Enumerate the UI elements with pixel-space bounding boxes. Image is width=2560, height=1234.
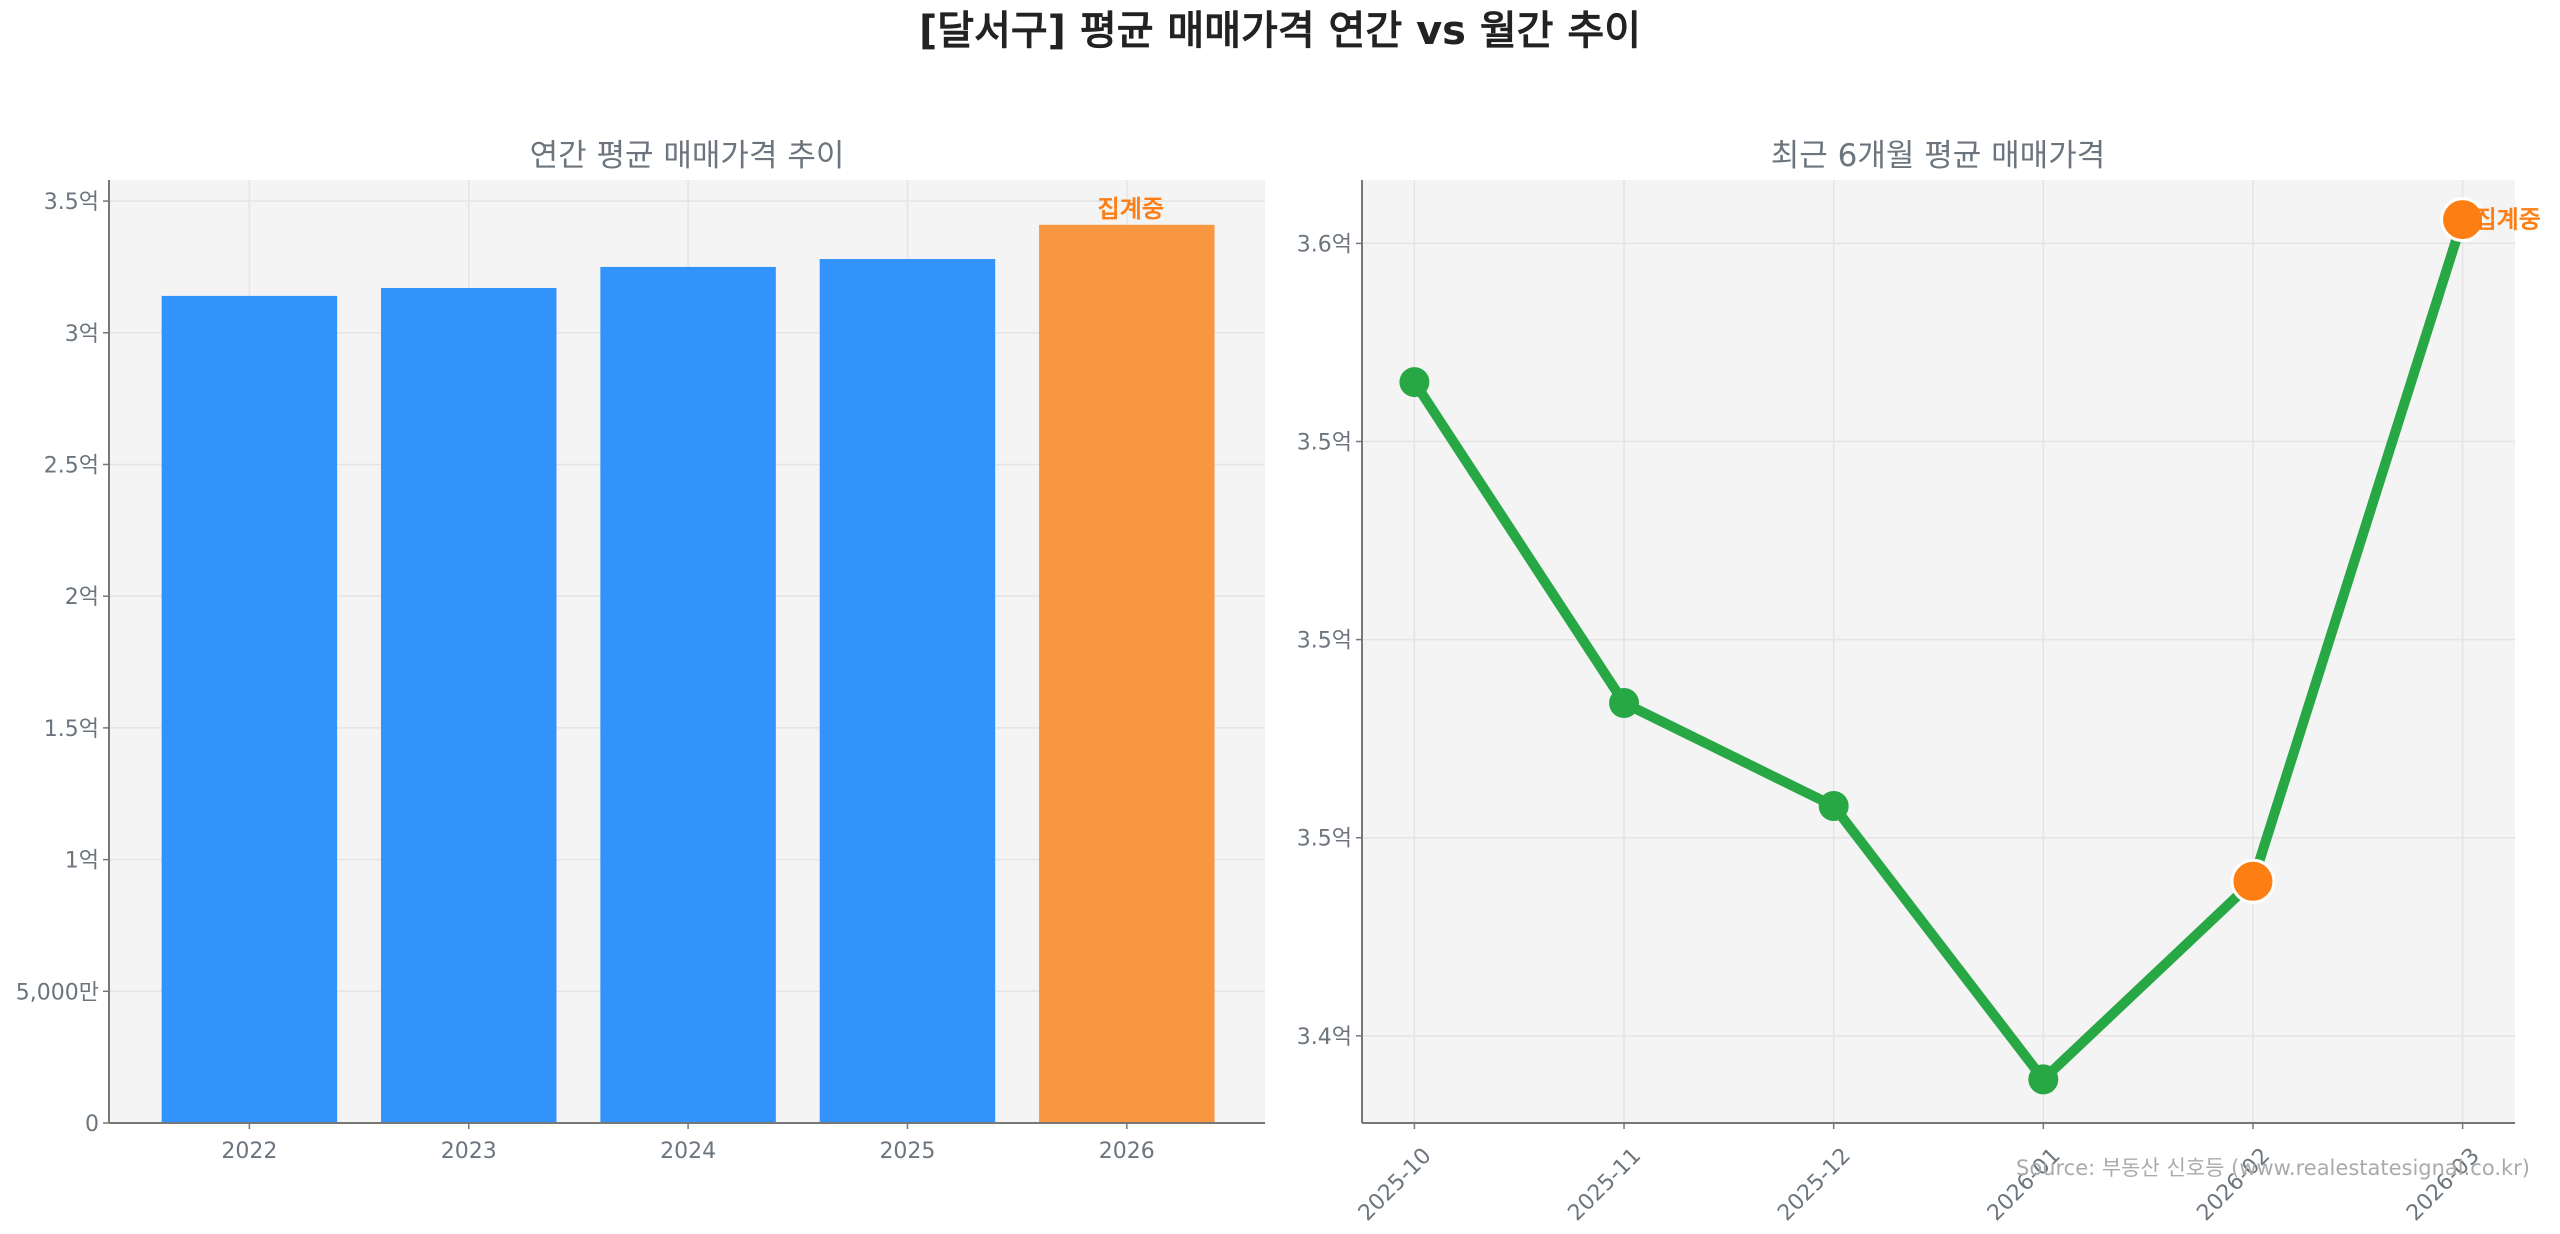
in-progress-point-2026-03 xyxy=(2440,197,2486,243)
in-progress-label: 집계중 xyxy=(2475,206,2541,234)
bar-2022 xyxy=(161,295,338,1124)
monthly-chart-title: 최근 6개월 평균 매매가격 xyxy=(1771,138,2105,174)
x-tick-label: 2025 xyxy=(879,1139,935,1164)
y-tick-label: 2.5억 xyxy=(44,453,99,478)
x-tick-label: 2025-10 xyxy=(1354,1143,1437,1226)
data-point-2025-10 xyxy=(1399,367,1430,398)
in-progress-label: 집계중 xyxy=(1098,195,1164,223)
x-tick-label: 2023 xyxy=(441,1139,497,1164)
y-tick-label: 2억 xyxy=(65,585,99,610)
x-tick-label: 2022 xyxy=(221,1139,277,1164)
bar-2024 xyxy=(600,266,776,1124)
y-tick-label: 3.5억 xyxy=(1297,431,1352,456)
annual-chart-title: 연간 평균 매매가격 추이 xyxy=(530,138,845,174)
y-tick-label: 3.5억 xyxy=(1297,827,1352,852)
in-progress-point-2026-02 xyxy=(2230,858,2276,904)
y-tick-label: 3억 xyxy=(65,322,99,347)
y-tick-label: 3.5억 xyxy=(44,190,99,215)
bar-2025 xyxy=(819,259,996,1123)
data-point-2025-11 xyxy=(1609,688,1640,719)
monthly-line-chart: 최근 6개월 평균 매매가격 3.4억 3.5억 3.5억 3.5억 3.6억 2025-… xyxy=(1297,138,2541,1226)
figure-title: [달서구] 평균 매매가격 연간 vs 월간 추이 xyxy=(919,8,1641,54)
y-tick-label: 1억 xyxy=(65,849,99,874)
y-tick-label: 3.5억 xyxy=(1297,629,1352,654)
bar-2023 xyxy=(381,287,557,1123)
y-tick-label: 3.4억 xyxy=(1297,1025,1352,1050)
data-point-2025-12 xyxy=(1818,791,1849,822)
x-tick-label: 2026 xyxy=(1099,1139,1155,1164)
x-tick-label: 2024 xyxy=(660,1139,716,1164)
series-line xyxy=(1410,218,2468,1085)
source-note: Source: 부동산 신호등 (www.realestatesignal.co… xyxy=(2016,1156,2530,1180)
y-tick-label: 0 xyxy=(85,1112,99,1137)
bar-2026 xyxy=(1039,224,1215,1124)
annual-bar-chart: 연간 평균 매매가격 추이 0 5,000만 1억 1.5억 2억 2.5억 3억 3.5억 2… xyxy=(16,138,1265,1164)
y-tick-label: 1.5억 xyxy=(44,717,99,742)
y-tick-label: 3.6억 xyxy=(1297,232,1352,257)
x-tick-label: 2025-11 xyxy=(1564,1143,1647,1226)
x-tick-label: 2025-12 xyxy=(1773,1143,1856,1226)
data-point-2026-01 xyxy=(2028,1064,2059,1095)
plot-area xyxy=(1362,180,2515,1123)
y-tick-label: 5,000만 xyxy=(16,980,99,1005)
